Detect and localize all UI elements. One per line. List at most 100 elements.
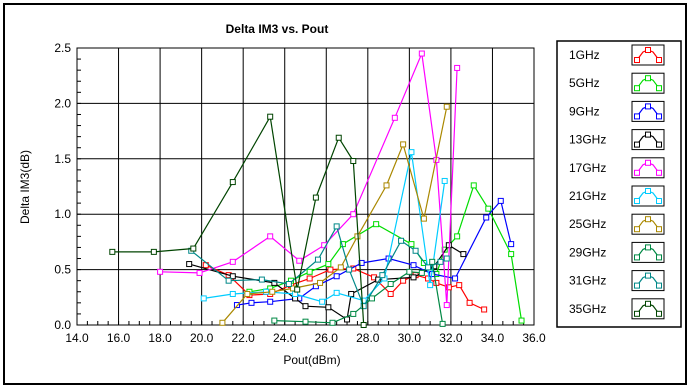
data-point [410, 274, 417, 281]
data-point [425, 264, 432, 271]
legend-swatch-marker [634, 282, 640, 289]
legend: 1GHz 5GHz 9GHz 13GHz 17GHz 21GHz 25GHz 29GHz 31G… [569, 44, 665, 320]
data-point [225, 277, 232, 284]
data-point [302, 303, 309, 310]
data-point [418, 269, 425, 276]
data-point [229, 273, 236, 280]
legend-swatch-marker [634, 310, 640, 317]
data-point [190, 245, 197, 252]
y-axis-title: Delta IM3(dB) [18, 150, 32, 224]
data-point [337, 264, 344, 271]
data-point [400, 141, 407, 148]
data-point [271, 317, 278, 324]
y-tick-label: 1.0 [54, 207, 71, 221]
data-point [400, 277, 407, 284]
data-point [439, 320, 446, 327]
y-tick-label: 0.5 [54, 263, 71, 277]
data-point [360, 303, 367, 310]
data-point [358, 259, 365, 266]
data-point [391, 114, 398, 121]
data-point [150, 248, 157, 255]
data-point [333, 289, 340, 296]
data-point [109, 248, 116, 255]
legend-swatch-marker [656, 282, 662, 289]
data-point [325, 304, 332, 311]
x-tick-label: 18.0 [148, 331, 172, 345]
data-point [186, 261, 193, 268]
legend-label: 5GHz [569, 76, 600, 90]
data-point [420, 215, 427, 222]
data-point [306, 275, 313, 282]
data-point [481, 306, 488, 313]
x-tick-label: 32.0 [439, 331, 463, 345]
legend-item: 13GHz [569, 129, 665, 151]
data-point [329, 319, 336, 326]
data-point [312, 194, 319, 201]
data-point [485, 205, 492, 212]
x-tick-label: 20.0 [190, 331, 214, 345]
data-point [271, 279, 278, 286]
legend-item: 17GHz [569, 157, 665, 179]
chart-svg: Delta IM3 vs. Pout 14.0 16.0 18.0 20.0 22.0 2… [18, 22, 682, 367]
data-point [350, 310, 357, 317]
legend-swatch-marker [656, 254, 662, 261]
series-35GHz [109, 113, 367, 328]
data-point [470, 182, 477, 189]
plot-area [76, 47, 535, 326]
x-tick-label: 22.0 [232, 331, 256, 345]
legend-swatch-marker [634, 226, 640, 233]
data-point [306, 268, 313, 275]
data-point [443, 302, 450, 309]
x-tick-label: 14.0 [65, 331, 89, 345]
data-point [497, 197, 504, 204]
data-point [373, 221, 380, 228]
legend-swatch-marker [656, 169, 662, 176]
legend-swatch-marker [634, 85, 640, 92]
x-tick-label: 24.0 [273, 331, 297, 345]
data-point [441, 177, 448, 184]
data-point [508, 251, 515, 258]
y-tick-label: 0.0 [54, 318, 71, 332]
legend-label: 25GHz [569, 217, 606, 231]
data-point [429, 258, 436, 265]
series-line [236, 199, 512, 306]
data-point [333, 273, 340, 280]
legend-swatch-marker [634, 254, 640, 261]
series-line [112, 114, 365, 326]
legend-swatch-marker [645, 103, 651, 110]
legend-swatch-marker [656, 113, 662, 120]
legend-item: 29GHz [569, 241, 665, 263]
data-point [327, 266, 334, 273]
y-tick-label: 2.5 [54, 41, 71, 55]
legend-swatch-marker [656, 310, 662, 317]
series-25GHz [219, 103, 450, 326]
data-point [410, 262, 417, 269]
data-point [325, 261, 332, 268]
data-point [427, 282, 434, 289]
data-point [387, 281, 394, 288]
x-tick-label: 30.0 [398, 331, 422, 345]
data-point [518, 317, 525, 324]
legend-item: 35GHz [569, 298, 665, 320]
x-tick-label: 34.0 [481, 331, 505, 345]
legend-label: 9GHz [569, 104, 600, 118]
data-point [483, 214, 490, 221]
data-point [406, 268, 413, 275]
data-point [387, 290, 394, 297]
data-point [219, 319, 226, 326]
data-point [360, 322, 367, 328]
data-point [285, 281, 292, 288]
data-point [346, 266, 353, 273]
series-31GHz [188, 223, 450, 310]
data-point [317, 279, 324, 286]
data-point [229, 258, 236, 265]
x-tick-label: 16.0 [107, 331, 131, 345]
data-point [244, 290, 251, 297]
data-point [314, 256, 321, 263]
data-point [258, 276, 265, 283]
legend-swatch-marker [656, 198, 662, 204]
data-point [267, 113, 274, 120]
data-point [408, 149, 415, 156]
x-tick-label: 28.0 [356, 331, 380, 345]
data-point [229, 179, 236, 186]
